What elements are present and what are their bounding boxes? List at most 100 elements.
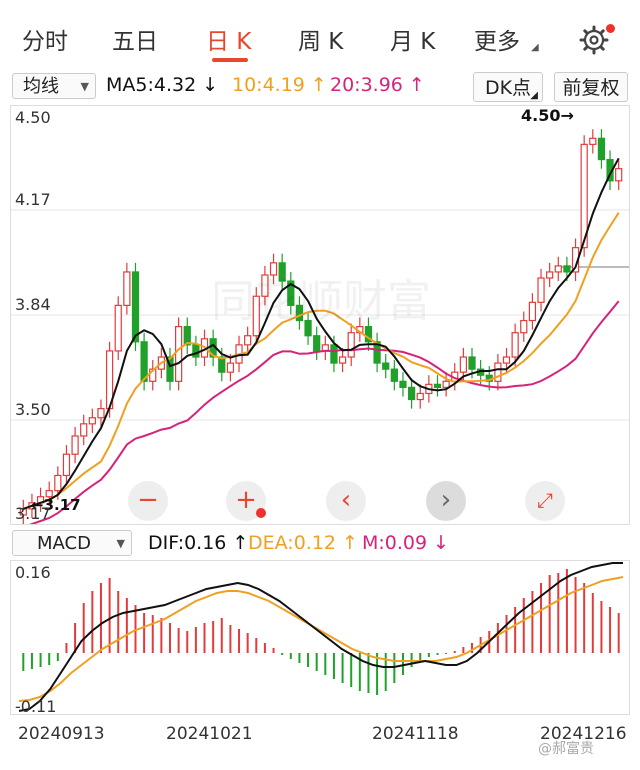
candle-body bbox=[382, 362, 390, 370]
fullscreen-expand-icon[interactable]: ⤢ bbox=[525, 481, 565, 521]
candle-body bbox=[494, 362, 502, 382]
chevron-down-icon: ▼ bbox=[80, 80, 89, 93]
candle-body bbox=[399, 380, 407, 388]
candle-body bbox=[459, 356, 467, 373]
candle-body bbox=[407, 386, 416, 401]
candle-body bbox=[554, 265, 562, 273]
date-label-3: 20241118 bbox=[372, 724, 459, 744]
period-tabs: 分时 五日 日 K 周 K 月 K 更多 ◢ bbox=[0, 0, 640, 70]
active-tab-indicator bbox=[212, 58, 248, 62]
candle-body bbox=[313, 335, 321, 352]
candle-body bbox=[304, 319, 312, 337]
candle-body bbox=[563, 265, 571, 273]
candle-body bbox=[166, 356, 174, 382]
tab-daily-k[interactable]: 日 K bbox=[206, 29, 252, 55]
ma20-value: 20:3.96 ↑ bbox=[330, 74, 425, 96]
candle-body bbox=[520, 319, 528, 334]
forward-adjust-button[interactable]: 前复权 bbox=[554, 72, 628, 102]
tab-weekly-k[interactable]: 周 K bbox=[298, 29, 344, 55]
candle-body bbox=[511, 332, 519, 358]
dk-point-button[interactable]: DK点 ◢ bbox=[473, 72, 543, 102]
pan-left-button[interactable]: ‹ bbox=[326, 481, 366, 521]
chart-watermark: 同花顺财富 bbox=[211, 276, 431, 327]
ma10-value: 10:4.19 ↑ bbox=[232, 74, 327, 96]
candle-body bbox=[287, 280, 295, 306]
candle-body bbox=[528, 301, 537, 322]
tab-monthly-k[interactable]: 月 K bbox=[390, 29, 436, 55]
candle-body bbox=[88, 417, 96, 425]
notification-dot bbox=[606, 24, 615, 33]
macd-header: MACD ▼ DIF:0.16 ↑ DEA:0.12 ↑ M:0.09 ↓ bbox=[0, 528, 640, 560]
candle-body bbox=[338, 356, 347, 364]
candle-body bbox=[45, 490, 53, 498]
candle-body bbox=[364, 326, 373, 343]
ma-select-label: 均线 bbox=[23, 76, 59, 97]
candle-body bbox=[347, 332, 355, 358]
candle-body bbox=[468, 356, 476, 370]
candle-body bbox=[373, 341, 381, 364]
candle-body bbox=[433, 383, 442, 388]
candle-body bbox=[278, 262, 286, 282]
candle-body bbox=[416, 392, 424, 401]
candle-body bbox=[131, 271, 140, 343]
dea-value: DEA:0.12 ↑ bbox=[248, 532, 358, 554]
kline-chart[interactable]: 同花顺财富 4.50→ ←3.17 4.50 4.17 3.84 3.50 3.… bbox=[10, 105, 630, 525]
tab-intraday[interactable]: 分时 bbox=[22, 29, 68, 55]
candle-body bbox=[140, 341, 148, 382]
candle-body bbox=[442, 380, 450, 388]
macd-top-label: 0.16 bbox=[15, 563, 51, 582]
candle-body bbox=[183, 326, 191, 346]
kline-canvas: 同花顺财富 4.50→ ←3.17 bbox=[11, 106, 629, 524]
date-label-1: 20240913 bbox=[18, 724, 105, 744]
price-level-3: 3.84 bbox=[15, 295, 51, 314]
macd-chart[interactable]: 0.16 -0.11 bbox=[10, 560, 630, 716]
candle-body bbox=[295, 304, 304, 322]
candle-body bbox=[218, 356, 226, 373]
chevron-down-icon: ▼ bbox=[116, 537, 125, 550]
macd-canvas bbox=[18, 562, 624, 712]
candle-body bbox=[390, 368, 398, 382]
candle-body bbox=[589, 137, 597, 145]
price-level-bottom: 3.17 bbox=[15, 504, 51, 523]
macd-bottom-label: -0.11 bbox=[15, 697, 57, 716]
more-caret-icon: ◢ bbox=[531, 42, 539, 53]
candle-body bbox=[252, 295, 260, 337]
candle-body bbox=[269, 262, 278, 276]
price-level-4: 3.50 bbox=[15, 400, 51, 419]
candle-body bbox=[244, 335, 252, 346]
gear-icon[interactable] bbox=[578, 24, 610, 56]
low-price-marker: ←3.17 bbox=[31, 496, 81, 514]
candle-body bbox=[502, 356, 511, 364]
candle-body bbox=[330, 344, 338, 364]
ma5-value: MA5:4.32 ↓ bbox=[106, 74, 219, 96]
candle-body bbox=[123, 271, 131, 306]
price-level-2: 4.17 bbox=[15, 190, 51, 209]
high-price-marker: 4.50→ bbox=[521, 106, 574, 125]
candle-body bbox=[114, 304, 122, 352]
pan-right-button[interactable]: › bbox=[426, 481, 466, 521]
candle-body bbox=[597, 137, 606, 161]
candle-body bbox=[580, 143, 588, 249]
date-label-2: 20241021 bbox=[166, 724, 253, 744]
candle-body bbox=[175, 326, 183, 382]
indicator-select-label: MACD bbox=[37, 533, 91, 554]
m-value: M:0.09 ↓ bbox=[362, 532, 450, 554]
candle-body bbox=[54, 474, 62, 492]
footer-watermark: @郝富贵 bbox=[538, 741, 594, 757]
zoom-in-dot bbox=[256, 508, 266, 518]
indicator-select[interactable]: MACD ▼ bbox=[12, 530, 132, 556]
price-level-top: 4.50 bbox=[15, 108, 51, 127]
candle-body bbox=[71, 435, 79, 455]
tab-five-day[interactable]: 五日 bbox=[112, 29, 158, 55]
dif-value: DIF:0.16 ↑ bbox=[148, 532, 249, 554]
zoom-out-button[interactable]: − bbox=[128, 481, 168, 521]
tab-more[interactable]: 更多 bbox=[474, 29, 520, 55]
candle-body bbox=[615, 168, 623, 182]
ma-select[interactable]: 均线 ▼ bbox=[12, 73, 96, 99]
candle-body bbox=[537, 277, 545, 303]
candle-body bbox=[546, 271, 554, 279]
date-label-4: 20241216 bbox=[540, 724, 627, 744]
candle-body bbox=[261, 274, 269, 297]
candle-body bbox=[62, 453, 71, 477]
candle-body bbox=[192, 344, 200, 358]
